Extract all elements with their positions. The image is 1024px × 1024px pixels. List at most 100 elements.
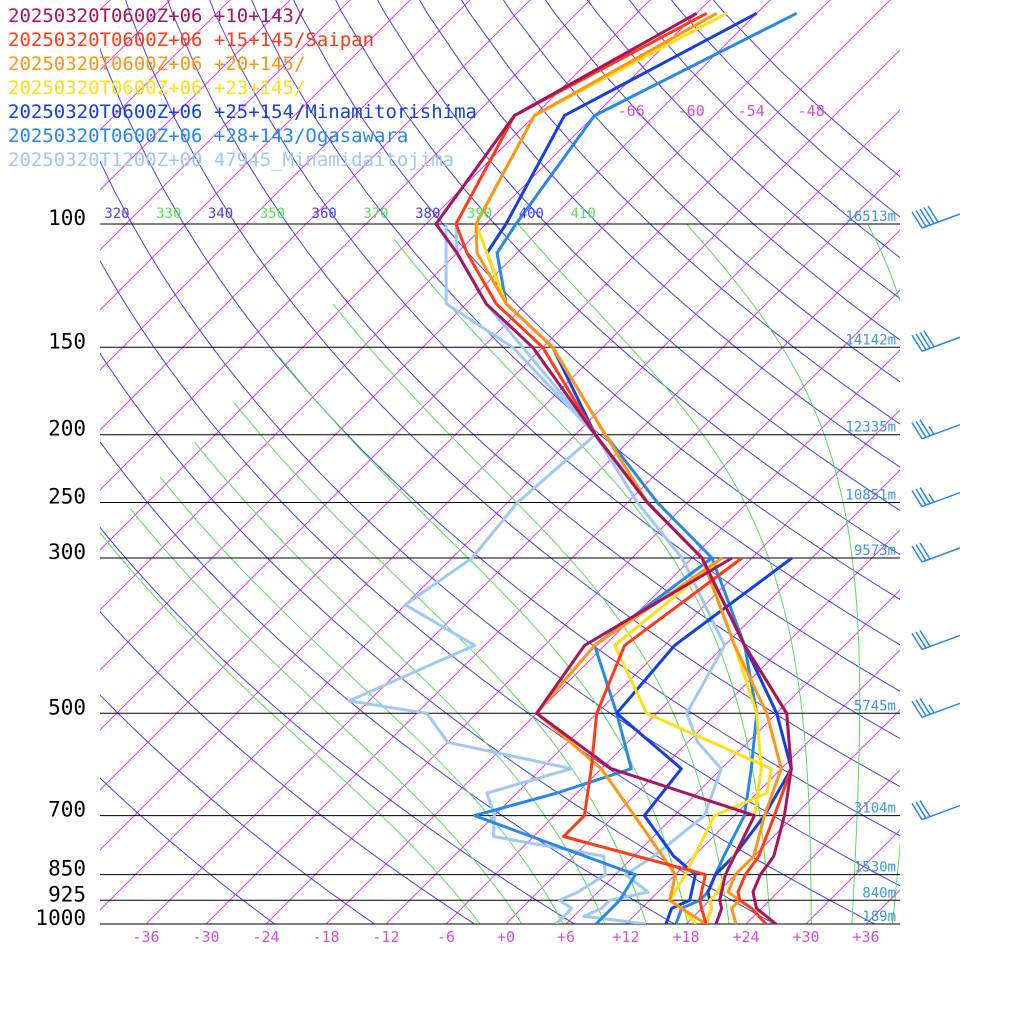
dry-adiabat-line xyxy=(100,526,576,924)
wind-barb xyxy=(911,630,961,651)
isotherm-line xyxy=(805,829,900,924)
theta-label: 380 xyxy=(415,206,440,222)
temperature-tick-label: -24 xyxy=(252,928,279,946)
dewpoint-profile-line xyxy=(535,556,756,924)
temperature-profile-line xyxy=(474,11,783,924)
dry-adiabat-line xyxy=(100,47,900,837)
pressure-tick-label: 150 xyxy=(48,329,86,353)
legend-entry: 20250320T0600Z+06 +25+154/Minamitorishim… xyxy=(8,101,477,123)
dry-adiabat-line xyxy=(209,0,900,692)
pressure-tick-label: 200 xyxy=(48,417,86,441)
upper-temp-label: -48 xyxy=(798,102,825,120)
upper-temp-label: -60 xyxy=(678,102,705,120)
theta-label: 350 xyxy=(260,206,285,222)
isotherm-line xyxy=(100,0,471,371)
dry-adiabat-line xyxy=(100,694,376,924)
pressure-tick-label: 1000 xyxy=(35,906,86,930)
dewpoint-profile-line xyxy=(472,556,713,924)
moist-adiabat-line xyxy=(393,238,771,924)
isotherm-line xyxy=(865,889,900,924)
theta-label: 330 xyxy=(156,206,181,222)
height-label: 840m xyxy=(862,885,896,901)
wind-barbs xyxy=(911,205,961,821)
legend-entry: 20250320T0600Z+06 +28+143/Ogasawara xyxy=(8,125,408,147)
sounding-profiles xyxy=(347,11,798,924)
wind-barb xyxy=(911,800,961,821)
wind-barb xyxy=(911,419,961,440)
wind-barb xyxy=(911,330,961,352)
moist-adiabat-line xyxy=(279,356,689,924)
isotherm-line xyxy=(100,0,231,131)
dewpoint-profile-line xyxy=(347,223,607,924)
height-label: 12335m xyxy=(845,420,896,436)
temperature-tick-label: +24 xyxy=(732,928,759,946)
theta-label: 410 xyxy=(571,206,596,222)
isotherm-line xyxy=(100,0,351,251)
dewpoint-profile-line xyxy=(615,556,793,924)
height-label: 1530m xyxy=(854,860,896,876)
temperature-tick-label: +30 xyxy=(792,928,819,946)
temperature-tick-label: -30 xyxy=(192,928,219,946)
moist-adiabat-line xyxy=(194,441,606,924)
pressure-tick-label: 925 xyxy=(48,882,86,906)
temperature-profile-line xyxy=(454,223,727,924)
dry-adiabat-line xyxy=(628,0,900,259)
dewpoint-profile-line xyxy=(535,556,723,924)
pressure-tick-label: 300 xyxy=(48,540,86,564)
temperature-tick-label: -6 xyxy=(437,928,455,946)
pressure-tick-label: 100 xyxy=(48,206,86,230)
dry-adiabat-line xyxy=(100,352,776,924)
theta-label: 340 xyxy=(208,206,233,222)
moist-adiabat-line xyxy=(867,223,900,924)
theta-label: 320 xyxy=(104,206,129,222)
dry-adiabat-line xyxy=(418,0,900,468)
isotherm-line xyxy=(100,0,531,431)
height-label: 16513m xyxy=(845,209,896,225)
height-label: 10851m xyxy=(845,488,896,504)
height-label: 14142m xyxy=(845,332,896,348)
legend-entry: 20250320T0600Z+06 +20+145/ xyxy=(8,53,305,75)
height-label: 3104m xyxy=(854,801,896,817)
theta-label: 390 xyxy=(467,206,492,222)
wind-barb xyxy=(911,542,961,563)
dry-adiabat-line xyxy=(335,0,900,556)
pressure-tick-label: 250 xyxy=(48,485,86,509)
theta-label: 360 xyxy=(312,206,337,222)
isotherm-line xyxy=(565,589,900,924)
temperature-tick-label: -18 xyxy=(312,928,339,946)
temperature-tick-label: -36 xyxy=(132,928,159,946)
dry-adiabat-line xyxy=(544,0,900,341)
dry-adiabat-line xyxy=(125,0,900,788)
isotherm-line xyxy=(325,349,900,924)
isotherm-line xyxy=(986,0,1024,924)
dry-adiabat-line xyxy=(167,0,900,740)
isotherm-line xyxy=(926,0,1024,924)
temperature-tick-label: +36 xyxy=(852,928,879,946)
isotherm-line xyxy=(445,469,900,924)
legend-entry: 20250320T0600Z+06 +15+145/Saipan xyxy=(8,29,374,51)
isotherm-line xyxy=(100,0,291,191)
pressure-tick-label: 500 xyxy=(48,695,86,719)
temperature-profile-line xyxy=(485,11,793,924)
legend-entry: 20250320T0600Z+06 +23+145/ xyxy=(8,77,305,99)
dry-adiabat-line xyxy=(100,777,276,924)
wind-barb xyxy=(911,697,961,718)
temperature-profile-line xyxy=(474,11,763,924)
temperature-profile-line xyxy=(434,11,793,924)
isotherm-line xyxy=(100,0,411,311)
dry-adiabat-line xyxy=(293,0,900,600)
moist-adiabat-line xyxy=(129,508,523,924)
moist-adiabat-line xyxy=(160,476,564,924)
height-label: 5745m xyxy=(854,698,896,714)
temperature-tick-label: +12 xyxy=(612,928,639,946)
height-label: 189m xyxy=(862,909,896,925)
moist-adiabat-line xyxy=(100,532,481,924)
temperature-tick-label: +6 xyxy=(557,928,575,946)
legend-entry: 20250320T0600Z+06 +10+143/ xyxy=(8,5,305,27)
moist-adiabat-line xyxy=(686,223,861,924)
isotherm-line xyxy=(505,529,900,924)
dry-adiabat-line xyxy=(100,440,676,924)
isotherm-line xyxy=(685,709,900,924)
